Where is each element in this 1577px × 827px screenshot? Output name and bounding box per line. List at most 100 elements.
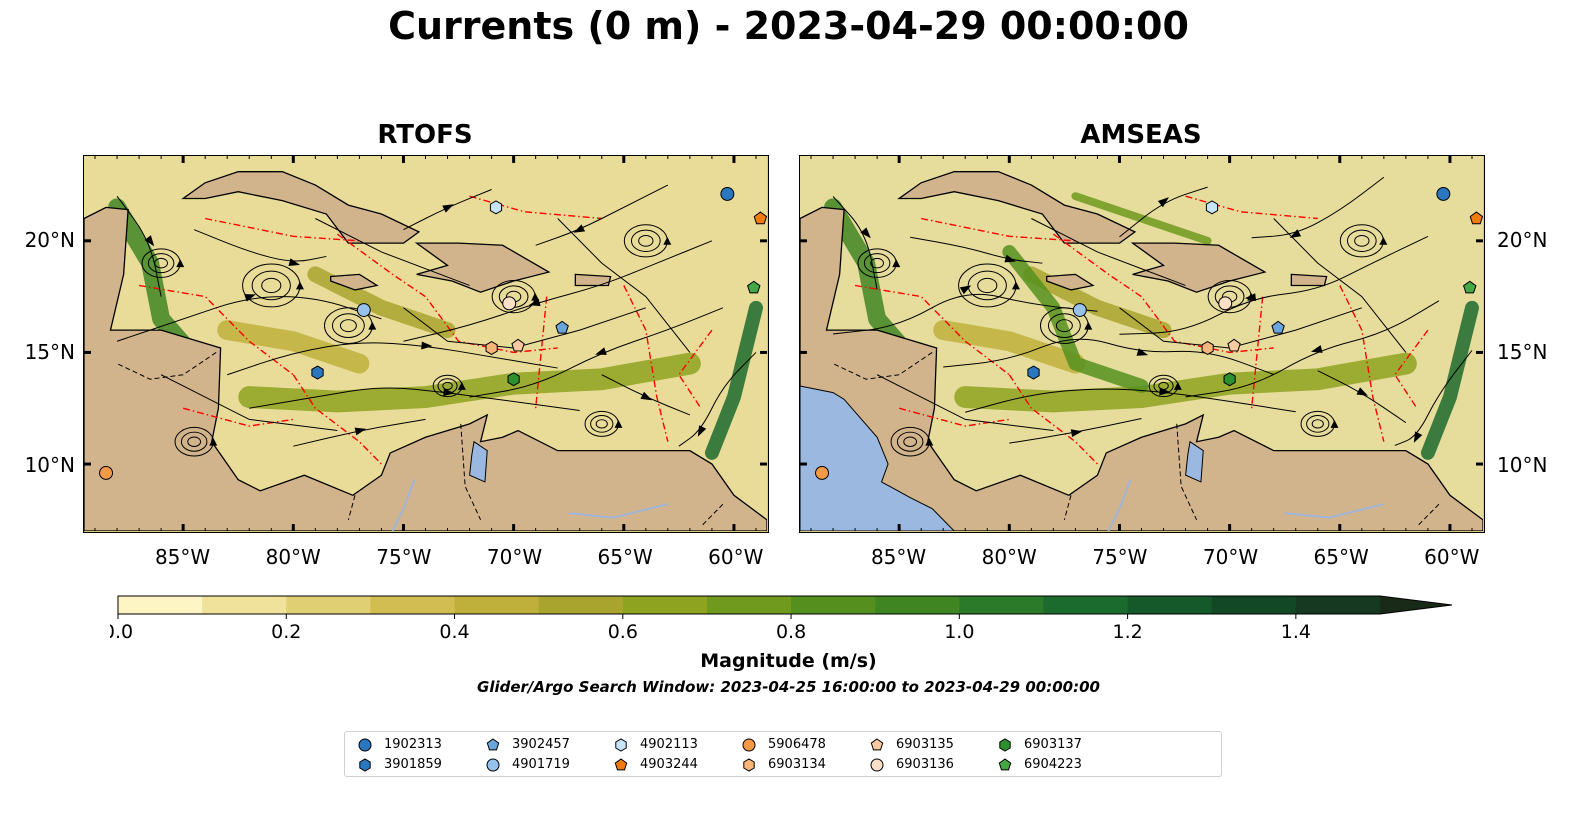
lon-tick-label: 60°W xyxy=(708,545,764,569)
legend-label: 6903134 xyxy=(768,757,826,772)
float-marker-6903137[interactable] xyxy=(507,372,520,387)
lat-tick-label-left: 20°N xyxy=(24,227,75,252)
float-marker-4901719[interactable] xyxy=(1072,303,1087,317)
lon-tick-label: 80°W xyxy=(981,545,1037,569)
colorbar-segment xyxy=(622,596,708,614)
legend-label: 4902113 xyxy=(640,737,698,752)
colorbar-tick-label: 0.2 xyxy=(271,621,301,643)
float-marker-4902113[interactable] xyxy=(1205,200,1219,215)
lat-tick-label-right: 10°N xyxy=(1497,452,1548,477)
colorbar-tick-label: 1.0 xyxy=(944,621,974,643)
float-marker-6903136[interactable] xyxy=(1218,296,1233,311)
lon-tick-label: 80°W xyxy=(265,545,321,569)
legend-label: 3902457 xyxy=(512,737,570,752)
pentagon-marker-icon xyxy=(870,738,884,751)
colorbar-segment xyxy=(538,596,624,614)
float-marker-5906478[interactable] xyxy=(99,466,114,480)
colorbar-tick-label: 0.0 xyxy=(110,621,133,643)
colorbar-segment xyxy=(1043,596,1129,614)
float-marker-3902457[interactable] xyxy=(555,320,569,334)
colorbar-segment xyxy=(875,596,960,614)
circle-marker-icon xyxy=(358,738,372,752)
lat-tick-label-right: 15°N xyxy=(1497,340,1548,364)
float-marker-3902457[interactable] xyxy=(1271,320,1285,334)
colorbar-segment xyxy=(1127,596,1213,614)
float-marker-6903136[interactable] xyxy=(502,296,517,311)
float-marker-6903134[interactable] xyxy=(485,340,498,355)
float-marker-4903244[interactable] xyxy=(753,211,767,225)
colorbar-segment xyxy=(791,596,876,614)
panel-title-amseas: AMSEAS xyxy=(1080,120,1202,150)
lon-tick-label: 60°W xyxy=(1424,545,1480,569)
float-marker-6903135[interactable] xyxy=(1227,338,1241,352)
legend-label: 6903137 xyxy=(1024,737,1082,752)
hexagon-marker-icon xyxy=(615,738,627,752)
pentagon-marker-icon xyxy=(998,758,1012,771)
float-marker-6904223[interactable] xyxy=(746,280,761,294)
colorbar-segment xyxy=(959,596,1044,614)
map-panel-amseas xyxy=(799,155,1485,533)
lat-tick-label-left: 10°N xyxy=(24,452,75,477)
lon-tick-label: 65°W xyxy=(1313,545,1369,569)
colorbar-segment xyxy=(118,596,203,614)
circle-marker-icon xyxy=(742,738,756,752)
float-marker-1902313[interactable] xyxy=(720,187,735,201)
float-marker-6904223[interactable] xyxy=(1462,280,1477,294)
colorbar-segment xyxy=(1295,596,1381,614)
colorbar-segment xyxy=(454,596,540,614)
lat-tick-label-right: 20°N xyxy=(1497,227,1548,252)
float-marker-4901719[interactable] xyxy=(356,303,371,317)
float-marker-6903134[interactable] xyxy=(1201,340,1214,355)
legend-label: 5906478 xyxy=(768,737,826,752)
colorbar-segment xyxy=(1211,596,1297,614)
colorbar-segment xyxy=(286,596,371,614)
lon-tick-label: 70°W xyxy=(1202,545,1259,569)
colorbar-title: Magnitude (m/s) xyxy=(700,650,877,672)
hexagon-marker-icon xyxy=(999,738,1011,752)
float-marker-6903137[interactable] xyxy=(1223,372,1236,387)
search-window-subtitle: Glider/Argo Search Window: 2023-04-25 16… xyxy=(477,678,1100,696)
float-marker-1902313[interactable] xyxy=(1436,187,1451,201)
colorbar-tick-label: 0.4 xyxy=(439,621,469,643)
figure-title: Currents (0 m) - 2023-04-29 00:00:00 xyxy=(388,4,1189,48)
colorbar-segment xyxy=(370,596,456,614)
legend-label: 4901719 xyxy=(512,757,570,772)
float-legend: 1902313 3901859 3902457 4901719 4902113 49032… xyxy=(344,731,1222,777)
circle-marker-icon xyxy=(486,758,500,772)
legend-label: 6903136 xyxy=(896,757,954,772)
legend-label: 3901859 xyxy=(384,757,442,772)
map-panel-rtofs xyxy=(83,155,769,533)
hexagon-marker-icon xyxy=(359,758,371,772)
lon-tick-label: 70°W xyxy=(486,545,543,569)
colorbar-tick-label: 0.6 xyxy=(608,621,638,643)
lon-tick-label: 85°W xyxy=(870,545,927,569)
lon-tick-label: 85°W xyxy=(154,545,211,569)
colorbar: 0.0 0.2 0.4 0.6 0.8 1.0 1.2 1.4 xyxy=(110,595,1453,643)
lon-tick-label: 65°W xyxy=(597,545,653,569)
lon-tick-label: 75°W xyxy=(376,545,432,569)
map-canvas xyxy=(84,156,767,531)
float-marker-4902113[interactable] xyxy=(489,200,503,215)
pentagon-marker-icon xyxy=(614,758,628,771)
pentagon-marker-icon xyxy=(486,738,500,751)
lon-tick-label: 75°W xyxy=(1092,545,1148,569)
float-marker-4903244[interactable] xyxy=(1469,211,1483,225)
colorbar-extend-arrow xyxy=(1380,596,1452,614)
float-marker-6903135[interactable] xyxy=(511,338,525,352)
legend-label: 6903135 xyxy=(896,737,954,752)
colorbar-tick-label: 1.2 xyxy=(1112,621,1142,643)
colorbar-tick-label: 0.8 xyxy=(776,621,806,643)
float-marker-5906478[interactable] xyxy=(815,466,830,480)
float-marker-3901859[interactable] xyxy=(1027,365,1040,380)
legend-label: 4903244 xyxy=(640,757,698,772)
hexagon-marker-icon xyxy=(743,758,755,772)
colorbar-segment xyxy=(706,596,792,614)
map-canvas xyxy=(800,156,1483,531)
colorbar-segment xyxy=(202,596,287,614)
legend-label: 6904223 xyxy=(1024,757,1082,772)
legend-label: 1902313 xyxy=(384,737,442,752)
circle-marker-icon xyxy=(870,758,884,772)
float-marker-3901859[interactable] xyxy=(311,365,324,380)
lat-tick-label-left: 15°N xyxy=(24,340,75,364)
panel-title-rtofs: RTOFS xyxy=(377,120,473,150)
